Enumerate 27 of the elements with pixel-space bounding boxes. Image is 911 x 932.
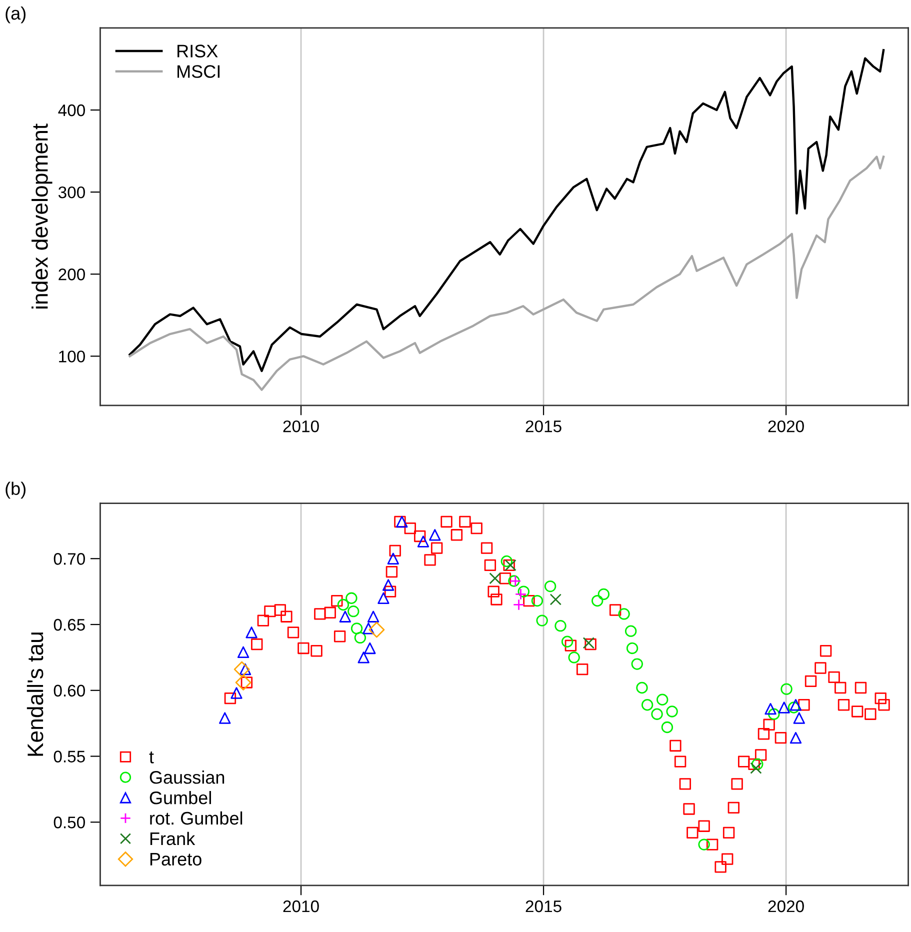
y-tick-label: 0.60 (54, 684, 85, 697)
legend-label: Gaussian (150, 770, 224, 784)
legend-label: RISX (178, 44, 218, 58)
legend-label: rot. Gumbel (150, 811, 242, 825)
y-tick-label: 200 (58, 268, 85, 280)
x-tick-label: 2010 (283, 420, 319, 432)
x-tick-label: 2020 (768, 420, 804, 432)
chart-title: (b) (6, 482, 26, 499)
legend-label: t (149, 752, 154, 764)
legend-label: MSCI (178, 65, 220, 78)
legend-label: Gumbel (150, 790, 211, 804)
y-tick-label: 400 (58, 104, 85, 116)
legend-label: Pareto (150, 852, 202, 866)
chart-title: (a) (6, 6, 26, 24)
x-tick-label: 2010 (283, 900, 319, 912)
y-tick-label: 0.65 (54, 618, 85, 631)
y-tick-label: 0.50 (54, 816, 85, 828)
y-tick-label: 0.70 (54, 553, 85, 565)
x-tick-label: 2015 (526, 900, 562, 912)
legend-label: Frank (150, 832, 196, 846)
x-tick-label: 2015 (526, 420, 562, 432)
x-tick-label: 2020 (768, 900, 804, 912)
y-axis-title: Kendall's tau (26, 632, 44, 756)
y-tick-label: 300 (58, 186, 85, 198)
y-axis-title: index development (32, 124, 52, 308)
y-tick-label: 0.55 (54, 750, 85, 762)
y-tick-label: 100 (59, 350, 85, 362)
